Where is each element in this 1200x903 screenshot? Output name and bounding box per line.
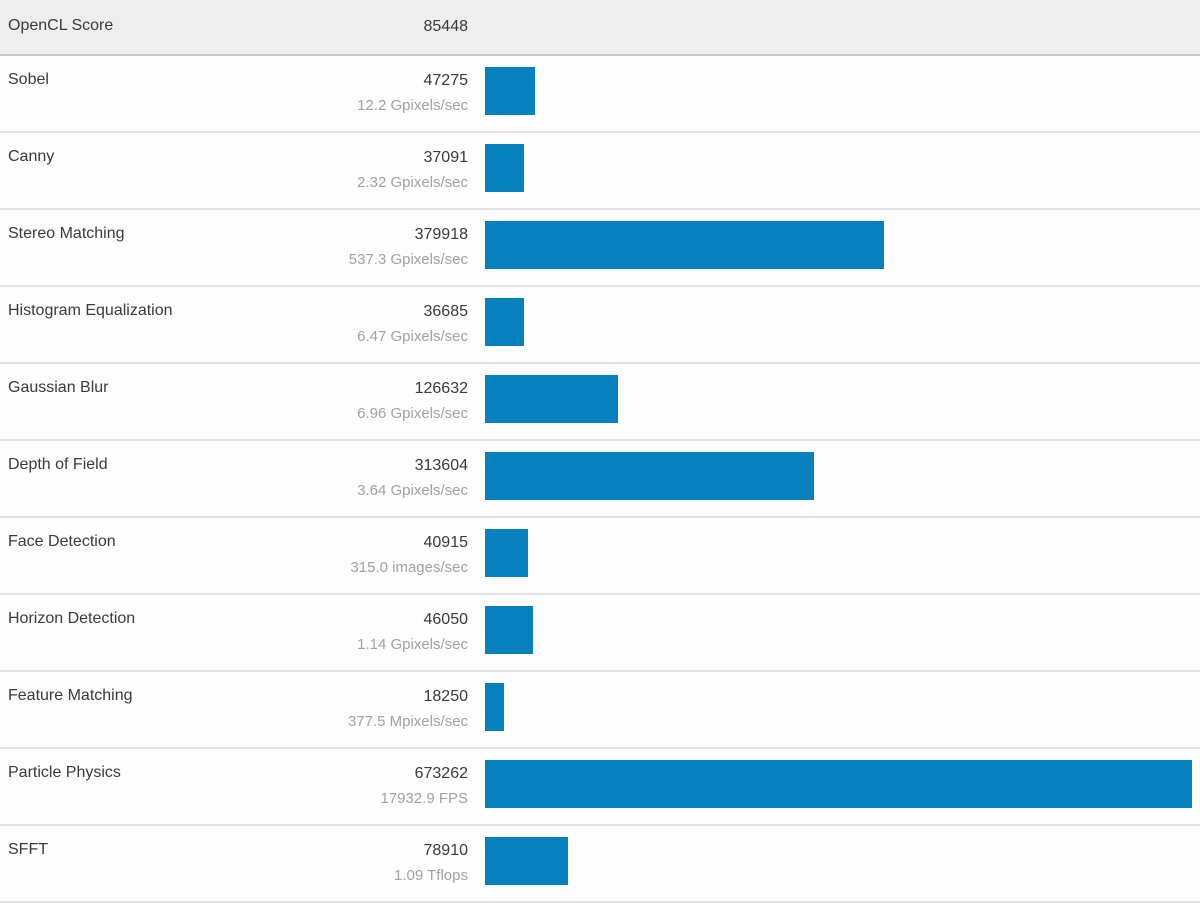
benchmark-score-column: 126632 6.96 Gpixels/sec	[357, 377, 468, 426]
benchmark-row: Sobel 47275 12.2 Gpixels/sec	[0, 56, 1200, 133]
benchmark-rate: 537.3 Gpixels/sec	[348, 251, 468, 268]
benchmark-bar	[485, 529, 528, 577]
benchmark-name: Depth of Field	[8, 456, 108, 473]
benchmark-bar	[485, 298, 524, 346]
benchmark-score: 18250	[423, 688, 469, 705]
benchmark-row: SFFT 78910 1.09 Tflops	[0, 826, 1200, 903]
benchmark-score-column: 40915 315.0 images/sec	[350, 531, 468, 580]
opencl-score-column: 85448	[424, 15, 469, 39]
benchmark-score-column: 313604 3.64 Gpixels/sec	[357, 454, 468, 503]
benchmark-name: Particle Physics	[8, 764, 121, 781]
benchmark-name: Stereo Matching	[8, 225, 125, 242]
benchmark-score: 126632	[414, 380, 468, 397]
benchmark-row: Horizon Detection 46050 1.14 Gpixels/sec	[0, 595, 1200, 672]
benchmark-bar	[485, 760, 1192, 808]
benchmark-score: 36685	[423, 303, 469, 320]
benchmark-row: Histogram Equalization 36685 6.47 Gpixel…	[0, 287, 1200, 364]
benchmark-bar	[485, 375, 618, 423]
benchmark-score: 379918	[414, 226, 468, 243]
benchmark-name: SFFT	[8, 841, 48, 858]
benchmark-row: Depth of Field 313604 3.64 Gpixels/sec	[0, 441, 1200, 518]
benchmark-bar-track	[485, 375, 1192, 423]
benchmark-bar-track	[485, 683, 1192, 731]
benchmark-name: Gaussian Blur	[8, 379, 109, 396]
benchmark-bar-track	[485, 529, 1192, 577]
benchmark-score-column: 673262 17932.9 FPS	[380, 762, 468, 811]
benchmark-row: Particle Physics 673262 17932.9 FPS	[0, 749, 1200, 826]
benchmark-score-column: 36685 6.47 Gpixels/sec	[357, 300, 468, 349]
benchmark-rate: 2.32 Gpixels/sec	[357, 174, 468, 191]
benchmark-row: Face Detection 40915 315.0 images/sec	[0, 518, 1200, 595]
benchmark-bar-track	[485, 144, 1192, 192]
benchmark-score-column: 46050 1.14 Gpixels/sec	[357, 608, 468, 657]
benchmark-rate: 17932.9 FPS	[380, 790, 468, 807]
benchmark-rate: 315.0 images/sec	[350, 559, 468, 576]
benchmark-rate: 3.64 Gpixels/sec	[357, 482, 468, 499]
benchmark-bar	[485, 221, 884, 269]
benchmark-bar	[485, 837, 568, 885]
benchmark-score: 40915	[423, 534, 469, 551]
benchmark-bar-track	[485, 452, 1192, 500]
benchmark-bar-track	[485, 837, 1192, 885]
benchmark-score: 47275	[423, 72, 469, 89]
benchmark-score-column: 78910 1.09 Tflops	[394, 839, 468, 888]
opencl-score-value: 85448	[423, 18, 469, 35]
benchmark-rate: 6.47 Gpixels/sec	[357, 328, 468, 345]
benchmark-name: Canny	[8, 148, 55, 165]
benchmark-row: Gaussian Blur 126632 6.96 Gpixels/sec	[0, 364, 1200, 441]
benchmark-rate: 6.96 Gpixels/sec	[357, 405, 468, 422]
benchmark-score-column: 37091 2.32 Gpixels/sec	[357, 146, 468, 195]
benchmark-score: 673262	[414, 765, 468, 782]
opencl-score-label: OpenCL Score	[8, 17, 114, 34]
benchmark-bar	[485, 144, 524, 192]
opencl-score-header-row: OpenCL Score 85448	[0, 0, 1200, 56]
benchmark-row: Feature Matching 18250 377.5 Mpixels/sec	[0, 672, 1200, 749]
benchmark-name: Histogram Equalization	[8, 302, 173, 319]
benchmark-name: Sobel	[8, 71, 49, 88]
benchmark-score: 78910	[423, 842, 469, 859]
benchmark-rows: Sobel 47275 12.2 Gpixels/sec Canny 37091…	[0, 56, 1200, 903]
benchmark-rate: 1.09 Tflops	[394, 867, 468, 884]
benchmark-bar	[485, 452, 815, 500]
benchmark-bar-track	[485, 298, 1192, 346]
benchmark-score: 46050	[423, 611, 469, 628]
benchmark-row: Canny 37091 2.32 Gpixels/sec	[0, 133, 1200, 210]
benchmark-bar	[485, 606, 534, 654]
benchmark-bar-track	[485, 760, 1192, 808]
benchmark-rate: 377.5 Mpixels/sec	[347, 713, 468, 730]
benchmark-name: Face Detection	[8, 533, 116, 550]
benchmark-rate: 1.14 Gpixels/sec	[357, 636, 468, 653]
benchmark-bar-track	[485, 67, 1192, 115]
benchmark-score-column: 47275 12.2 Gpixels/sec	[357, 69, 468, 118]
benchmark-bar	[485, 67, 535, 115]
benchmark-score: 37091	[423, 149, 469, 166]
benchmark-score-column: 18250 377.5 Mpixels/sec	[348, 685, 468, 734]
benchmark-bar	[485, 683, 505, 731]
benchmark-bar-track	[485, 606, 1192, 654]
benchmark-score-column: 379918 537.3 Gpixels/sec	[349, 223, 468, 272]
benchmark-score: 313604	[414, 457, 468, 474]
benchmark-name: Horizon Detection	[8, 610, 136, 627]
benchmark-bar-track	[485, 221, 1192, 269]
benchmark-rate: 12.2 Gpixels/sec	[357, 97, 468, 114]
benchmark-name: Feature Matching	[8, 687, 133, 704]
benchmark-row: Stereo Matching 379918 537.3 Gpixels/sec	[0, 210, 1200, 287]
